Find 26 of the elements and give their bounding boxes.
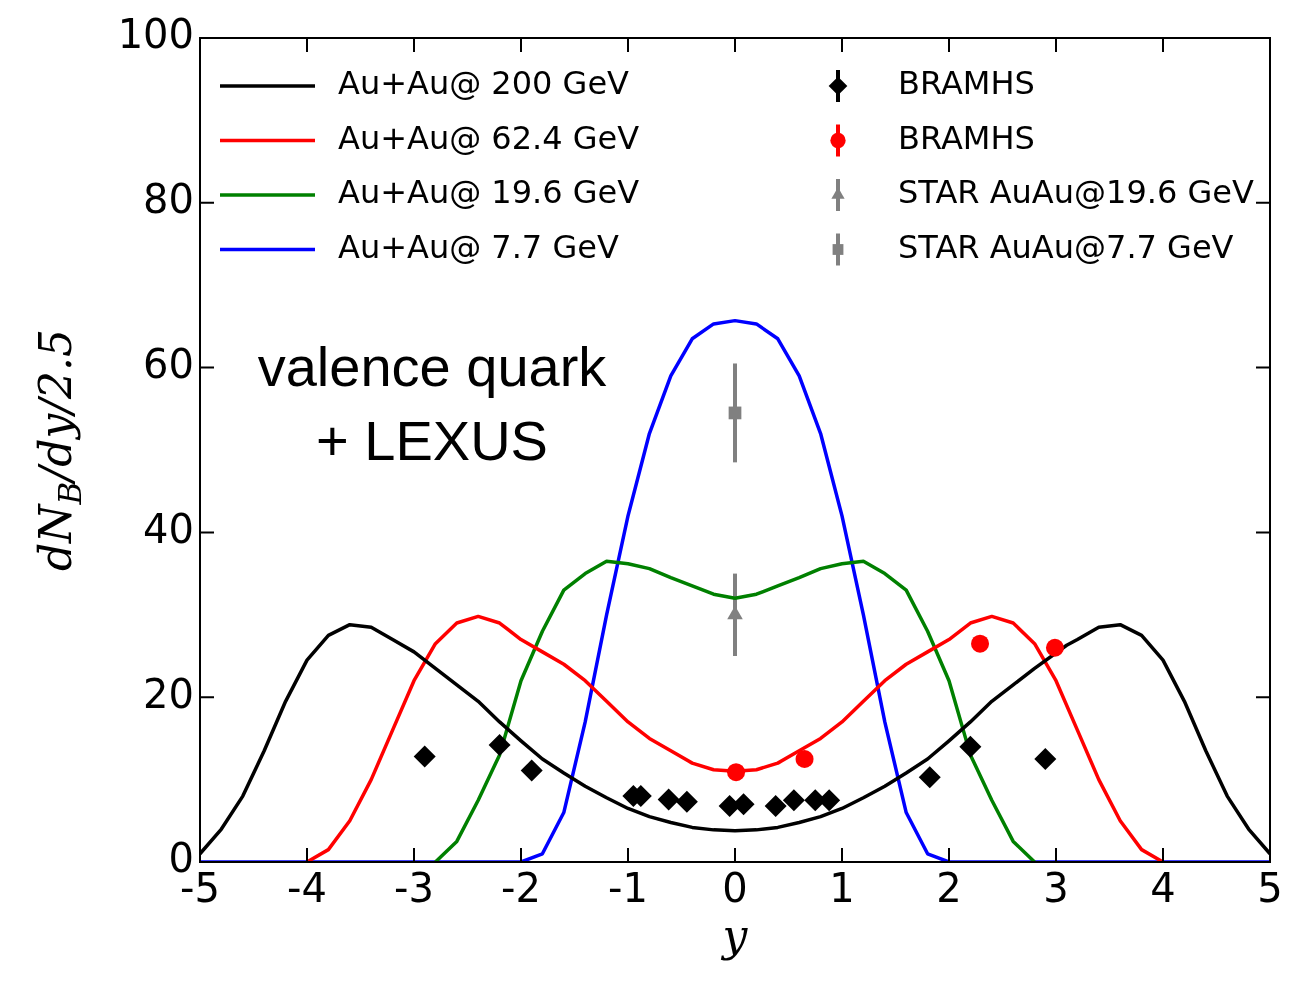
legend-label: STAR AuAu@19.6 GeV xyxy=(898,173,1254,212)
legend-label: BRAMHS xyxy=(898,118,1035,157)
legend-label: Au+Au@ 7.7 GeV xyxy=(338,227,619,266)
x-tick-label: -2 xyxy=(501,865,541,912)
annotation: valence quark + LEXUS xyxy=(257,335,608,473)
x-tick-label: 2 xyxy=(936,865,962,912)
y-axis-title: dNB/dy/2.5 xyxy=(30,328,89,572)
y-tick-label: 100 xyxy=(117,11,194,58)
x-axis-title: y xyxy=(720,910,749,962)
x-tick-label: 3 xyxy=(1043,865,1069,912)
legend-label: Au+Au@ 19.6 GeV xyxy=(338,173,640,212)
x-tick-label: -1 xyxy=(608,865,648,912)
x-tick-label: 5 xyxy=(1257,865,1283,912)
legend-label: BRAMHS xyxy=(898,64,1035,103)
y-tick-label: 20 xyxy=(143,670,194,717)
y-tick-label: 80 xyxy=(143,176,194,223)
x-tick-label: 4 xyxy=(1150,865,1176,912)
x-tick-label: 0 xyxy=(722,865,748,912)
x-tick-label: -4 xyxy=(287,865,327,912)
legend-label: STAR AuAu@7.7 GeV xyxy=(898,227,1234,266)
x-tick-label: -3 xyxy=(394,865,434,912)
legend-label: Au+Au@ 200 GeV xyxy=(338,64,630,103)
y-tick-label: 60 xyxy=(143,340,194,387)
x-tick-label: 1 xyxy=(829,865,855,912)
legend-label: Au+Au@ 62.4 GeV xyxy=(338,118,640,157)
y-tick-label: 40 xyxy=(143,505,194,552)
